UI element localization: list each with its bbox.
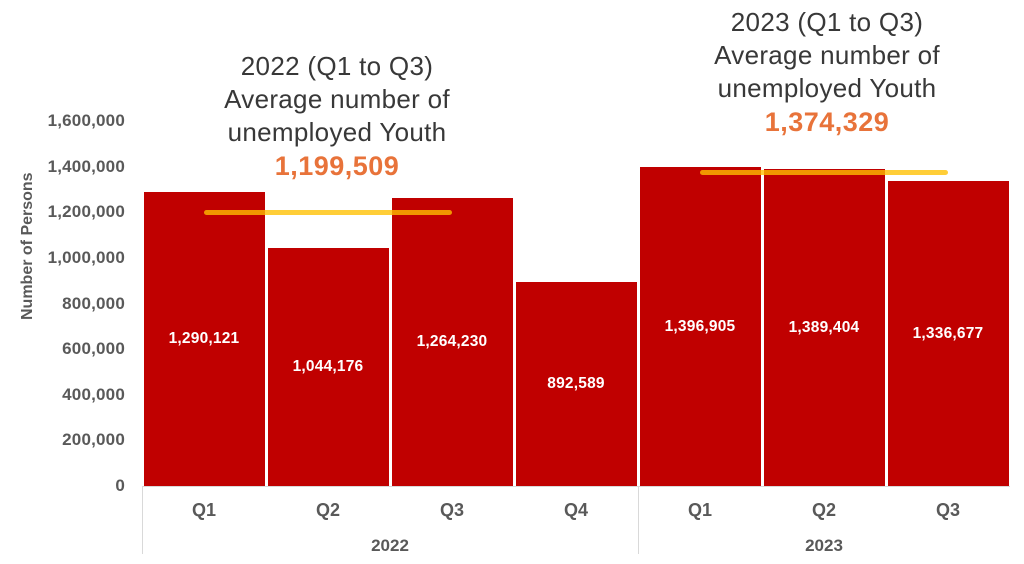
annotation-2022-value: 1,199,509	[274, 151, 400, 181]
annotation-2022-title: 2022 (Q1 to Q3) Average number of unempl…	[224, 51, 450, 147]
x-tick-2022-q3: Q3	[439, 500, 465, 520]
x-tick-2023-q3: Q3	[935, 500, 961, 520]
bar-2023-q2: 1,389,404	[763, 169, 885, 486]
y-tick-600000: 600,000	[62, 339, 125, 359]
annotation-2023-average: 2023 (Q1 to Q3) Average number of unempl…	[642, 6, 1012, 139]
bar-value-label: 1,336,677	[912, 324, 984, 342]
x-group-label-2022: 2022	[371, 536, 409, 555]
y-tick-1200000: 1,200,000	[47, 202, 125, 222]
bar-2022-q2: 1,044,176	[267, 247, 389, 486]
x-axis-line	[142, 486, 1010, 487]
bar-value-label: 1,290,121	[168, 329, 240, 347]
y-tick-1400000: 1,400,000	[47, 156, 125, 176]
y-tick-200000: 200,000	[62, 430, 125, 450]
bar-2023-q3: 1,336,677	[887, 181, 1009, 486]
bar-value-label: 1,044,176	[292, 357, 364, 375]
bar-value-label: 892,589	[547, 375, 605, 393]
x-tick-2022-q1: Q1	[191, 500, 217, 520]
y-tick-0: 0	[115, 476, 125, 495]
y-tick-400000: 400,000	[62, 384, 125, 404]
x-tick-2022-q2: Q2	[315, 500, 341, 520]
year-separator-line	[638, 486, 639, 554]
bar-2022-q1: 1,290,121	[143, 191, 265, 486]
y-tick-1000000: 1,000,000	[47, 247, 125, 267]
bar-2022-q3: 1,264,230	[391, 197, 513, 486]
y-tick-1600000: 1,600,000	[47, 111, 125, 130]
y-tick-800000: 800,000	[62, 293, 125, 313]
bar-value-label: 1,264,230	[416, 332, 488, 350]
annotation-2023-title: 2023 (Q1 to Q3) Average number of unempl…	[714, 7, 940, 103]
x-tick-2023-q2: Q2	[811, 500, 837, 520]
annotation-2022-average: 2022 (Q1 to Q3) Average number of unempl…	[152, 50, 522, 183]
average-line-2022	[204, 209, 452, 215]
y-axis-line	[142, 486, 143, 554]
bar-value-label: 1,396,905	[664, 317, 736, 335]
average-line-2023	[700, 169, 948, 175]
x-tick-2022-q4: Q4	[563, 500, 589, 520]
bar-2022-q4: 892,589	[515, 282, 637, 486]
bar-value-label: 1,389,404	[788, 318, 860, 336]
bar-2023-q1: 1,396,905	[639, 167, 761, 486]
annotation-2023-value: 1,374,329	[764, 107, 890, 137]
x-group-label-2023: 2023	[805, 536, 843, 555]
x-tick-2023-q1: Q1	[687, 500, 713, 520]
